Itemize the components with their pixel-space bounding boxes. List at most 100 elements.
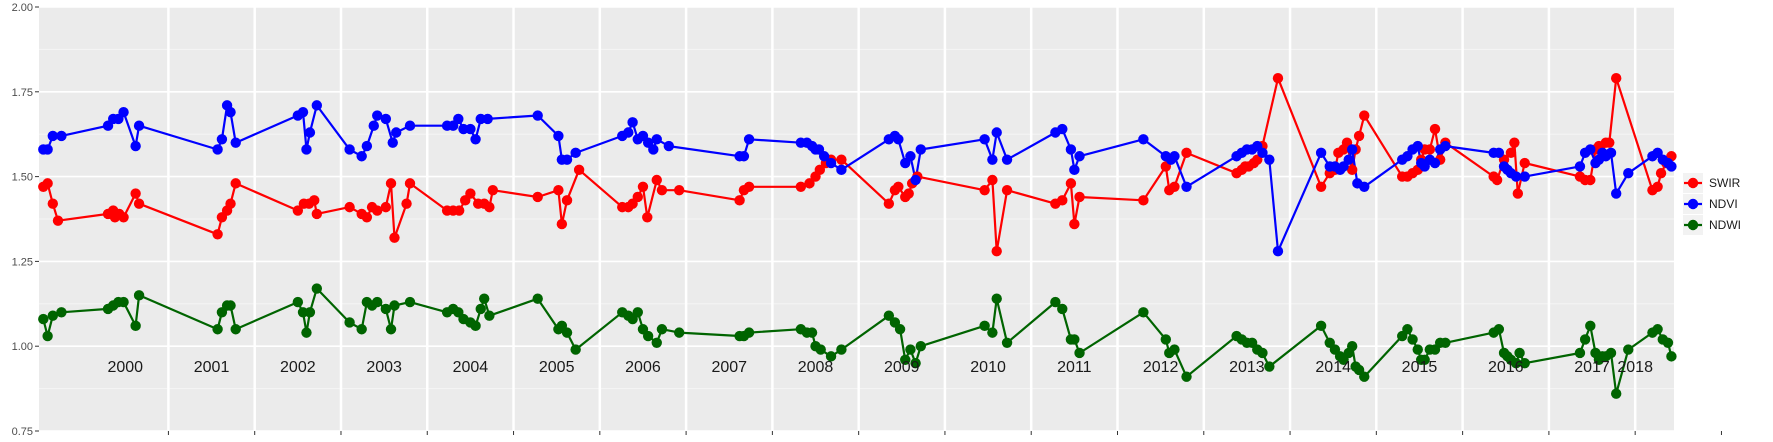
data-point-ndwi: [1662, 337, 1674, 349]
data-point-swir: [1138, 195, 1149, 206]
y-tick-label: 1.75: [12, 87, 33, 99]
data-point-ndwi: [56, 307, 67, 318]
data-point-ndvi: [47, 130, 59, 142]
data-point-ndwi: [311, 283, 323, 294]
data-point-ndwi: [1264, 361, 1275, 372]
data-point-swir: [404, 178, 416, 189]
data-point-ndvi: [738, 151, 750, 162]
data-point-ndwi: [1069, 334, 1080, 345]
data-point-ndvi: [905, 151, 916, 162]
data-point-swir: [1505, 147, 1517, 159]
data-point-swir: [453, 205, 465, 216]
data-point-ndwi: [1346, 341, 1358, 352]
data-point-ndwi: [1605, 347, 1617, 359]
data-point-ndvi: [910, 174, 921, 186]
data-point-swir: [1610, 73, 1622, 84]
legend-key-point: [1687, 177, 1699, 189]
data-point-ndwi: [1666, 351, 1677, 362]
data-point-ndvi: [1346, 144, 1358, 155]
data-point-swir: [573, 164, 585, 176]
data-point-ndvi: [1074, 151, 1085, 162]
data-point-ndvi: [482, 113, 493, 125]
data-point-swir: [133, 198, 145, 209]
year-label: 2011: [1057, 359, 1092, 376]
data-point-ndwi: [836, 344, 847, 355]
data-point-swir: [1065, 178, 1077, 189]
data-point-ndwi: [301, 327, 312, 338]
data-point-ndvi: [1585, 144, 1596, 155]
data-point-swir: [979, 184, 990, 196]
year-label: 2000: [107, 359, 143, 376]
data-point-ndvi: [1623, 168, 1634, 179]
data-point-swir: [292, 205, 304, 216]
year-label: 2005: [539, 359, 575, 376]
data-point-ndvi: [1412, 140, 1423, 152]
data-point-ndwi: [570, 344, 581, 355]
legend-key-point: [1687, 198, 1699, 210]
data-point-swir: [212, 229, 223, 240]
data-point-ndwi: [1181, 371, 1192, 382]
data-point-swir: [380, 201, 392, 213]
data-point-ndwi: [743, 327, 755, 338]
data-point-ndwi: [1493, 324, 1505, 335]
data-point-ndwi: [883, 310, 895, 321]
data-point-ndvi: [465, 123, 476, 135]
y-tick-label: 2.00: [12, 2, 33, 14]
data-point-ndvi: [1138, 134, 1149, 145]
data-point-swir: [556, 218, 568, 230]
data-point-ndvi: [836, 164, 847, 176]
legend: SWIR NDVI NDWI: [1683, 173, 1741, 235]
data-point-ndvi: [651, 134, 662, 145]
data-point-ndwi: [1402, 324, 1413, 335]
data-point-swir: [804, 178, 815, 189]
data-point-ndvi: [1264, 154, 1275, 165]
data-point-swir: [1346, 164, 1358, 176]
data-point-ndwi: [1050, 296, 1061, 308]
data-point-swir: [734, 195, 745, 206]
data-point-swir: [1585, 174, 1596, 186]
data-point-swir: [553, 184, 564, 196]
data-point-ndwi: [1610, 388, 1622, 399]
data-point-ndwi: [991, 293, 1002, 304]
data-point-ndvi: [893, 134, 904, 145]
data-point-swir: [1652, 181, 1663, 192]
data-point-swir: [893, 181, 904, 192]
data-point-swir: [532, 191, 543, 203]
data-point-ndwi: [1585, 320, 1596, 332]
data-point-swir: [1315, 181, 1327, 192]
data-point-ndwi: [915, 341, 926, 352]
data-point-ndvi: [380, 113, 392, 125]
data-point-swir: [1069, 218, 1080, 230]
data-point-ndwi: [979, 320, 990, 332]
data-point-swir: [118, 212, 129, 223]
data-point-ndvi: [212, 144, 223, 155]
data-point-ndwi: [356, 324, 367, 335]
year-label: 2010: [970, 359, 1006, 376]
data-point-ndwi: [470, 320, 481, 332]
data-point-ndvi: [470, 134, 481, 145]
data-point-ndwi: [1412, 344, 1423, 355]
major-grid: [39, 6, 1674, 432]
data-point-swir: [743, 181, 755, 192]
data-point-ndvi: [818, 151, 830, 162]
series-points: [38, 73, 1677, 399]
data-point-swir: [1359, 110, 1370, 121]
data-point-swir: [1272, 73, 1284, 84]
data-point-ndwi: [651, 337, 662, 349]
data-point-ndvi: [1169, 151, 1180, 162]
data-point-swir: [1001, 184, 1013, 196]
data-point-ndwi: [910, 357, 921, 369]
data-point-ndvi: [404, 120, 416, 131]
data-point-ndwi: [475, 303, 486, 315]
data-point-swir: [1181, 147, 1192, 159]
data-point-swir: [230, 178, 241, 189]
data-point-swir: [361, 212, 373, 223]
y-tick-label: 1.00: [12, 341, 33, 353]
data-point-ndwi: [1057, 303, 1068, 315]
data-point-swir: [47, 198, 59, 209]
data-point-ndwi: [304, 307, 316, 318]
data-point-swir: [987, 174, 998, 186]
data-point-ndvi: [1429, 157, 1441, 169]
data-point-swir: [389, 232, 400, 243]
data-point-ndvi: [356, 151, 367, 162]
